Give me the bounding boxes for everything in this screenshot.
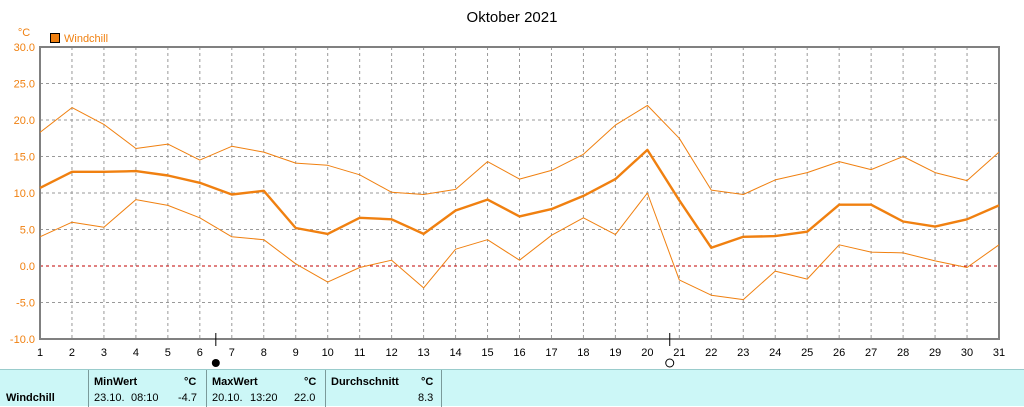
legend-swatch	[50, 33, 60, 43]
x-tick-label: 25	[801, 347, 813, 359]
x-tick-label: 10	[322, 347, 334, 359]
x-tick-label: 24	[769, 347, 781, 359]
x-tick-label: 18	[577, 347, 589, 359]
avg-value: 8.3	[418, 392, 434, 404]
x-tick-label: 27	[865, 347, 877, 359]
x-tick-label: 7	[229, 347, 235, 359]
stats-divider	[441, 370, 442, 407]
x-tick-label: 12	[386, 347, 398, 359]
x-tick-label: 2	[69, 347, 75, 359]
legend-label: Windchill	[64, 33, 108, 45]
avg-unit: °C	[421, 376, 434, 388]
y-tick-label: -5.0	[16, 298, 35, 310]
x-tick-label: 17	[545, 347, 557, 359]
x-tick-label: 1	[37, 347, 43, 359]
stats-panel: Windchill MinWert °C 23.10. 08:10 -4.7 M…	[0, 369, 1024, 407]
min-header: MinWert	[94, 376, 138, 388]
max-time: 13:20	[250, 392, 278, 404]
stats-divider	[88, 370, 89, 407]
x-tick-label: 19	[609, 347, 621, 359]
x-tick-label: 13	[417, 347, 429, 359]
y-tick-label: 5.0	[20, 225, 35, 237]
y-tick-label: 10.0	[14, 188, 35, 200]
y-axis-unit: °C	[18, 27, 30, 39]
y-tick-label: 0.0	[20, 261, 35, 273]
series-line-min	[39, 192, 1000, 301]
max-header: MaxWert	[212, 376, 258, 388]
x-tick-label: 29	[929, 347, 941, 359]
x-tick-label: 15	[481, 347, 493, 359]
y-tick-label: 20.0	[14, 115, 35, 127]
x-tick-label: 23	[737, 347, 749, 359]
max-date: 20.10.	[212, 392, 243, 404]
x-tick-label: 16	[513, 347, 525, 359]
x-tick-label: 21	[673, 347, 685, 359]
avg-header: Durchschnitt	[331, 376, 399, 388]
min-time: 08:10	[131, 392, 159, 404]
x-tick-label: 6	[197, 347, 203, 359]
series-line-max	[39, 104, 1000, 195]
series-line-mean	[39, 148, 1000, 250]
chart-title: Oktober 2021	[467, 9, 558, 26]
min-date: 23.10.	[94, 392, 125, 404]
plot-frame	[39, 46, 1000, 340]
new-moon-icon	[211, 359, 220, 367]
stats-divider	[206, 370, 207, 407]
y-tick-label: 30.0	[14, 42, 35, 54]
max-unit: °C	[304, 376, 317, 388]
windchill-chart: Oktober 2021°C Windchill30.025.020.015.01…	[10, 9, 1005, 368]
x-tick-label: 3	[101, 347, 107, 359]
x-tick-label: 11	[354, 347, 365, 359]
x-tick-label: 5	[165, 347, 171, 359]
x-tick-label: 8	[261, 347, 267, 359]
full-moon-icon	[665, 358, 675, 368]
x-tick-label: 26	[833, 347, 845, 359]
y-tick-label: 25.0	[14, 79, 35, 91]
x-tick-label: 4	[133, 347, 139, 359]
min-value: -4.7	[178, 392, 197, 404]
y-tick-label: -10.0	[10, 334, 35, 346]
stats-divider	[325, 370, 326, 407]
y-tick-label: 15.0	[14, 152, 35, 164]
x-tick-label: 28	[897, 347, 909, 359]
max-value: 22.0	[294, 392, 316, 404]
x-tick-label: 9	[293, 347, 299, 359]
min-unit: °C	[184, 376, 197, 388]
x-tick-label: 31	[993, 347, 1005, 359]
x-tick-label: 14	[449, 347, 461, 359]
stats-series-label: Windchill	[6, 392, 55, 404]
x-tick-label: 22	[705, 347, 717, 359]
x-tick-label: 30	[961, 347, 973, 359]
x-tick-label: 20	[641, 347, 653, 359]
